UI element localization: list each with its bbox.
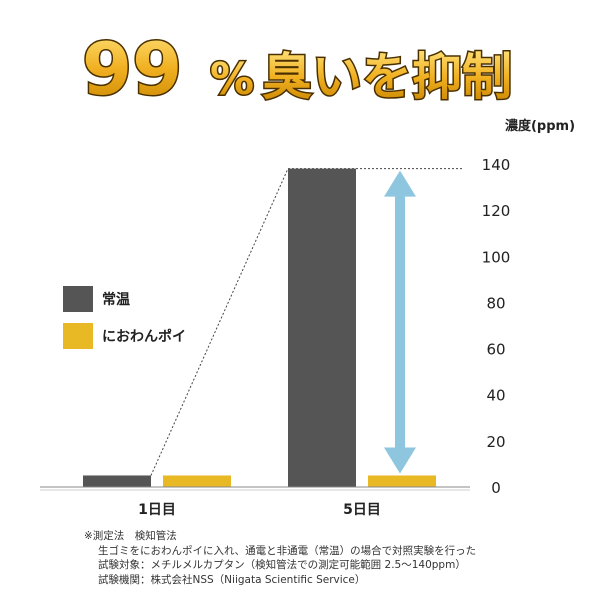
x-axis-labels: 1日目 5日目 [138, 502, 381, 518]
y-tick-label: 40 [486, 387, 505, 405]
x-tick-label: 5日目 [343, 502, 381, 518]
legend-swatch-product [63, 323, 93, 349]
headline-graphic: 99 % 臭いを抑制 [81, 26, 514, 113]
legend-swatch-jonon [63, 286, 93, 312]
headline: 99 % 臭いを抑制 [0, 22, 600, 113]
bars [83, 168, 436, 487]
footnotes: ※測定法 検知管法 生ゴミをにおわんポイに入れ、通電と非通電（常温）の場合で対照… [84, 529, 584, 587]
bar-product-1 [163, 475, 231, 487]
y-tick-label: 80 [486, 294, 505, 312]
bar-jonon-2 [288, 168, 356, 487]
difference-arrow [384, 170, 416, 474]
legend-label-product: におわんポイ [102, 328, 186, 345]
notes-line-1: 生ゴミをにおわんポイに入れ、通電と非通電（常温）の場合で対照実験を行った [98, 544, 477, 557]
y-tick-label: 140 [482, 156, 511, 174]
trend-line-diagonal [150, 168, 289, 476]
bar-jonon-1 [83, 475, 151, 487]
y-tick-label: 60 [486, 341, 505, 359]
headline-number: 99 [82, 27, 182, 111]
headline-text: 臭いを抑制 [262, 48, 512, 106]
legend-label-jonon: 常温 [102, 291, 130, 308]
x-tick-label: 1日目 [138, 502, 176, 518]
y-tick-label: 100 [482, 248, 511, 266]
y-axis-label: 濃度(ppm) [505, 118, 575, 134]
notes-title: ※測定法 検知管法 [84, 530, 177, 542]
y-tick-label: 20 [486, 433, 505, 451]
y-tick-label: 0 [491, 479, 501, 497]
y-axis-ticks: 0 20 40 60 80 100 120 140 [482, 156, 511, 497]
headline-percent: % [210, 54, 254, 105]
y-tick-label: 120 [482, 202, 511, 220]
double-arrow [384, 170, 416, 474]
notes-line-3: 試験機関：株式会社NSS（Niigata Scientific Service） [98, 573, 366, 586]
notes-line-2: 試験対象：メチルメルカプタン（検知管法での測定可能範囲 2.5〜140ppm） [98, 559, 466, 571]
bar-product-2 [368, 475, 436, 487]
